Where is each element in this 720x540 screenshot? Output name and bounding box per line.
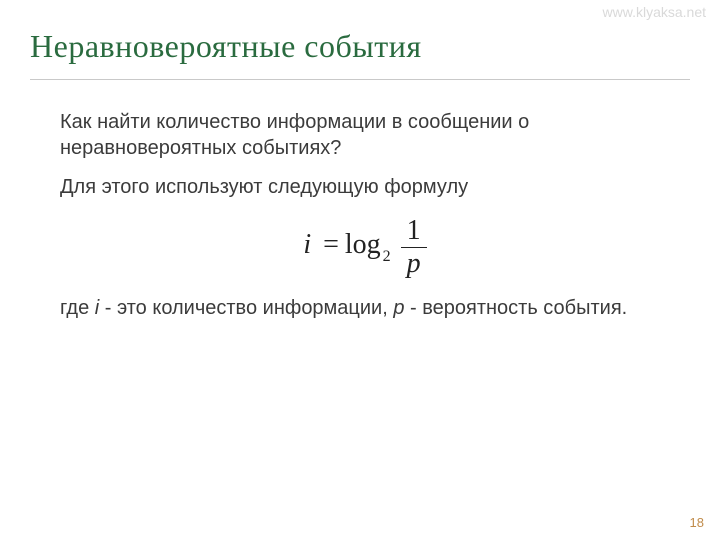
formula-log-text: log: [345, 229, 381, 261]
paragraph-intro: Для этого используют следующую формулу: [60, 175, 670, 201]
var-p: p: [393, 297, 404, 319]
paragraph-question: Как найти количество информации в сообще…: [60, 110, 670, 161]
page-title: Неравновероятные события: [30, 28, 690, 65]
text-where: где: [60, 297, 95, 319]
formula-var-i: i: [303, 229, 311, 261]
formula-denominator: p: [401, 248, 427, 278]
watermark: www.klyaksa.net: [603, 4, 706, 20]
formula-block: i = log 2 1 p: [60, 215, 670, 276]
paragraph-explain: где i - это количество информации, p - в…: [60, 296, 670, 322]
text-amount: - это количество информации,: [99, 297, 393, 319]
formula-fraction: 1 p: [401, 217, 427, 278]
text-prob: - вероятность события.: [404, 297, 627, 319]
content-area: Как найти количество информации в сообще…: [0, 80, 720, 321]
formula-log-base: 2: [383, 248, 391, 266]
formula-log: log 2: [345, 229, 397, 261]
formula-equals: =: [323, 229, 339, 261]
formula: i = log 2 1 p: [303, 215, 426, 276]
page-number: 18: [690, 515, 704, 530]
formula-numerator: 1: [401, 217, 427, 247]
